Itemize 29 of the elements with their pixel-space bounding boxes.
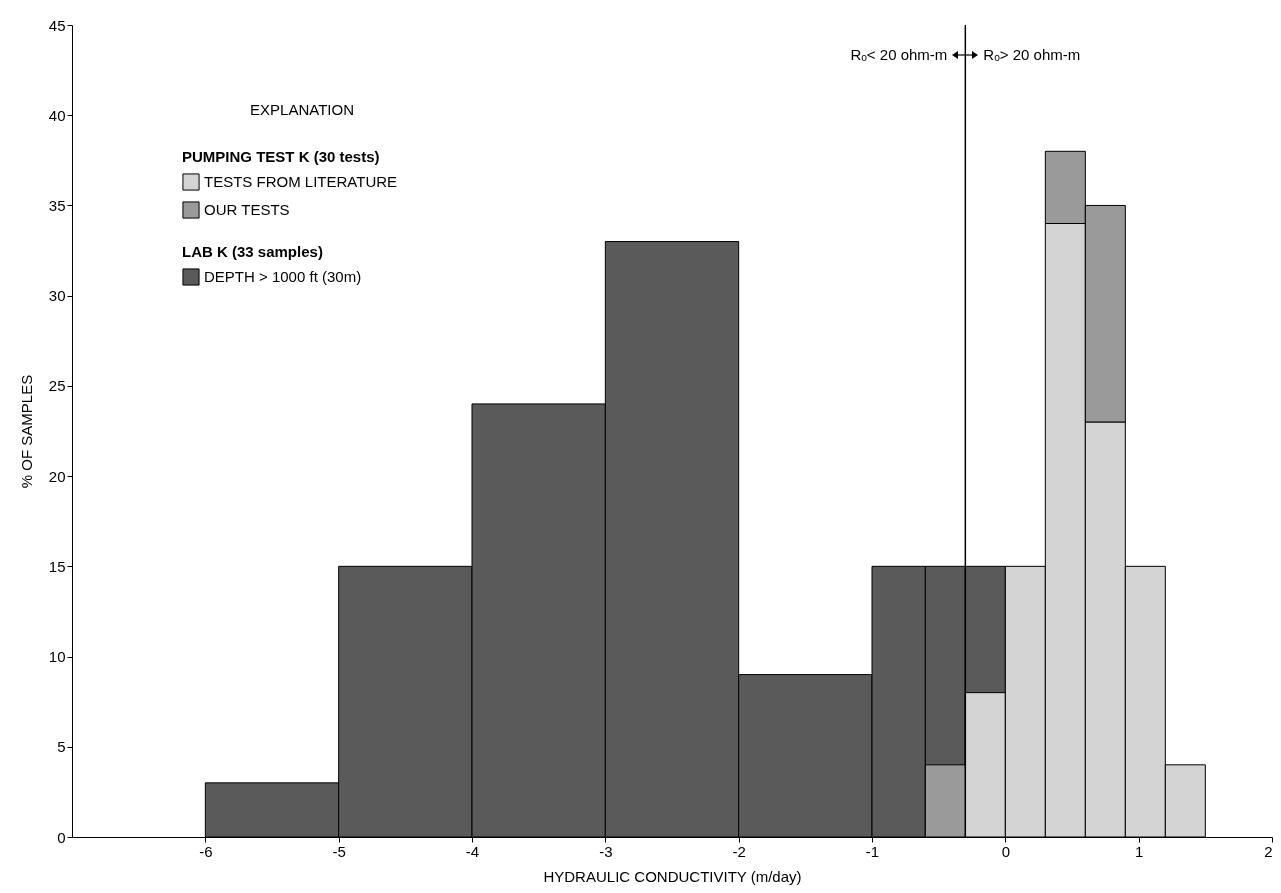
legend-label: OUR TESTS xyxy=(204,201,290,218)
x-tick-label: -3 xyxy=(599,842,613,860)
y-tick-label: 10 xyxy=(48,648,66,666)
y-tick-label: 0 xyxy=(57,828,66,846)
x-tick-label: 2 xyxy=(1264,842,1273,860)
y-tick-label: 20 xyxy=(48,467,66,485)
legend-label: DEPTH > 1000 ft (30m) xyxy=(204,268,362,285)
legend-title: EXPLANATION xyxy=(250,101,354,118)
y-tick-label: 30 xyxy=(48,287,66,305)
x-tick-label: -6 xyxy=(199,842,213,860)
annotation: Rₒ< 20 ohm-m xyxy=(850,46,948,63)
x-tick-label: 1 xyxy=(1134,842,1144,860)
x-tick-label: -1 xyxy=(865,842,880,860)
x-tick-label: -2 xyxy=(732,842,746,860)
legend-label: TESTS FROM LITERATURE xyxy=(204,173,398,190)
x-axis-title: HYDRAULIC CONDUCTIVITY (m/day) xyxy=(543,867,802,885)
annotation: LAB K (33 samples) xyxy=(182,243,323,260)
y-tick-label: 5 xyxy=(57,738,66,756)
y-tick-label: 15 xyxy=(48,557,66,575)
x-tick-label: -4 xyxy=(465,842,480,860)
x-tick-label: -5 xyxy=(332,842,346,860)
y-tick-label: 35 xyxy=(48,196,66,214)
x-tick-label: 0 xyxy=(1001,842,1011,860)
y-tick-label: 40 xyxy=(48,106,66,124)
annotation: PUMPING TEST K (30 tests) xyxy=(182,148,380,165)
y-axis-title: % OF SAMPLES xyxy=(17,374,35,489)
annotation: Rₒ> 20 ohm-m xyxy=(983,46,1081,63)
y-tick-label: 25 xyxy=(48,377,66,395)
y-tick-label: 45 xyxy=(48,16,66,34)
